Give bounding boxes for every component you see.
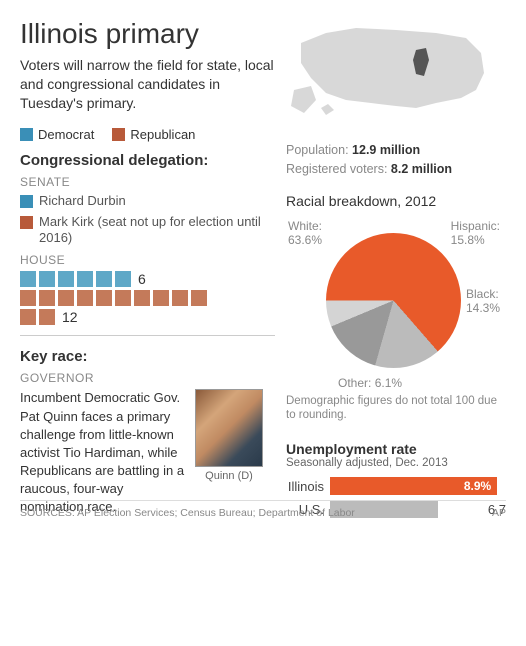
senate-heading: SENATE xyxy=(20,175,275,189)
dem-label: Democrat xyxy=(38,127,94,142)
ap-credit: AP xyxy=(492,507,506,519)
house-seat xyxy=(96,271,112,287)
senator-name: Mark Kirk (seat not up for election unti… xyxy=(39,214,275,248)
bar-fill: 8.9% xyxy=(330,477,497,495)
senator-name: Richard Durbin xyxy=(39,193,126,210)
pie-note: Demographic figures do not total 100 due… xyxy=(286,394,506,424)
pie-label-white: White:63.6% xyxy=(288,219,322,247)
party-legend: Democrat Republican xyxy=(20,127,275,142)
house-seat xyxy=(39,271,55,287)
house-count: 6 xyxy=(138,271,146,287)
pie-label-hispanic: Hispanic:15.8% xyxy=(451,219,500,247)
house-row xyxy=(20,290,275,306)
key-race-heading: Key race: xyxy=(20,348,275,365)
house-seat xyxy=(96,290,112,306)
house-row: 12 xyxy=(20,309,275,325)
house-seat xyxy=(20,309,36,325)
pie-label-other: Other: 6.1% xyxy=(338,376,402,390)
dem-swatch xyxy=(20,128,33,141)
divider xyxy=(20,335,275,336)
delegation-heading: Congressional delegation: xyxy=(20,152,275,169)
rep-swatch xyxy=(20,216,33,229)
dem-swatch xyxy=(20,195,33,208)
house-row: 6 xyxy=(20,271,275,287)
unemployment-sub: Seasonally adjusted, Dec. 2013 xyxy=(286,457,506,469)
bar-label: Illinois xyxy=(286,479,330,494)
house-seat xyxy=(134,290,150,306)
house-seat xyxy=(39,309,55,325)
house-seat xyxy=(58,290,74,306)
house-seat xyxy=(58,271,74,287)
candidate-photo xyxy=(195,389,263,467)
subtitle: Voters will narrow the field for state, … xyxy=(20,56,280,113)
house-seat xyxy=(153,290,169,306)
house-seat xyxy=(115,290,131,306)
house-seat xyxy=(39,290,55,306)
rep-swatch xyxy=(112,128,125,141)
page-title: Illinois primary xyxy=(20,18,275,50)
office-label: GOVERNOR xyxy=(20,371,275,385)
house-seat xyxy=(77,271,93,287)
key-race-text: Incumbent Democratic Gov. Pat Quinn face… xyxy=(20,389,185,516)
senate-row: Mark Kirk (seat not up for election unti… xyxy=(20,214,275,248)
pie-chart: White:63.6% Hispanic:15.8% Black:14.3% O… xyxy=(286,215,496,390)
rep-label: Republican xyxy=(130,127,195,142)
pie-title: Racial breakdown, 2012 xyxy=(286,193,506,209)
sources: SOURCES: AP Election Services; Census Bu… xyxy=(20,500,506,519)
pie-label-black: Black:14.3% xyxy=(466,287,500,315)
bar-row: Illinois8.9% xyxy=(286,477,506,495)
house-heading: HOUSE xyxy=(20,253,275,267)
house-count: 12 xyxy=(62,309,78,325)
house-seat xyxy=(191,290,207,306)
house-seat xyxy=(20,290,36,306)
unemployment-title: Unemployment rate xyxy=(286,441,506,457)
house-seat xyxy=(20,271,36,287)
state-stats: Population: 12.9 million Registered vote… xyxy=(286,141,506,179)
us-map xyxy=(286,18,496,128)
photo-caption: Quinn (D) xyxy=(205,470,253,482)
house-seat xyxy=(172,290,188,306)
house-seat xyxy=(77,290,93,306)
sources-text: SOURCES: AP Election Services; Census Bu… xyxy=(20,507,355,519)
senate-row: Richard Durbin xyxy=(20,193,275,210)
house-seat xyxy=(115,271,131,287)
